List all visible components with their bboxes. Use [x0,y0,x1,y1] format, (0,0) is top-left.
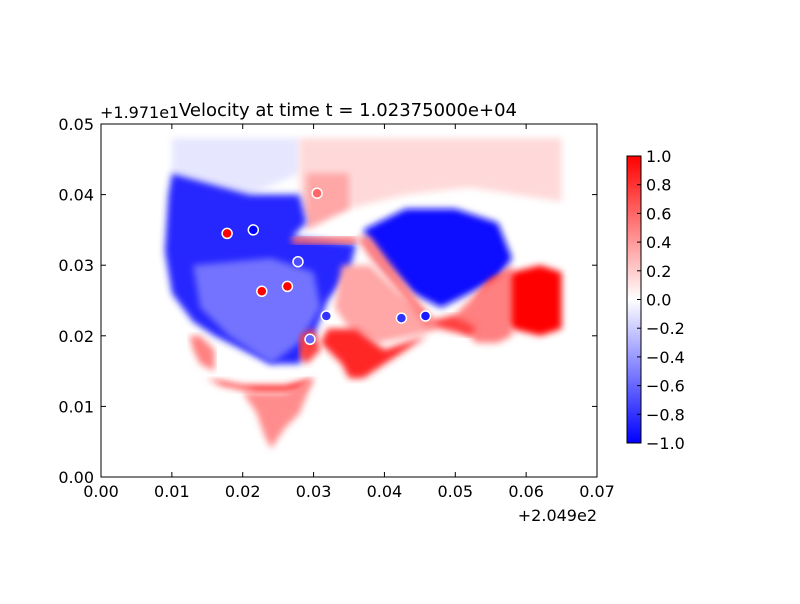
field-region-12 [207,378,314,393]
y-tick-label: 0.00 [58,468,94,487]
colorbar-tick-label: −0.6 [646,377,685,396]
colorbar-tick-label: −1.0 [646,434,685,453]
field-point-4 [311,187,323,199]
y-tick-label: 0.02 [58,327,94,346]
colorbar-tick-label: 0.6 [646,204,671,223]
field-point-3 [247,224,260,236]
colorbar-tick-label: 0.8 [646,176,671,195]
x-tick-label: 0.03 [296,482,332,501]
colorbar-tick-label: −0.8 [646,405,685,424]
colorbar-tick-label: −0.4 [646,348,685,367]
chart-title: Velocity at time t = 1.02375000e+04 [179,100,517,121]
field-point-2 [281,280,294,293]
colorbar-tick-label: 0.2 [646,262,671,281]
field-region-10 [426,314,477,336]
field-region-15 [356,237,434,329]
field-region-7 [320,328,427,379]
x-tick-label: 0.04 [367,482,403,501]
x-tick-label: 0.06 [508,482,544,501]
field-point-0 [221,227,233,240]
field-region-1 [299,138,562,216]
field-point-7 [395,312,408,324]
field-point-6 [320,310,333,322]
field-region-5 [363,208,512,308]
x-offset-label: +2.049e2 [518,506,597,525]
field-point-9 [304,333,316,346]
x-tick-label: 0.05 [437,482,473,501]
colorbar-tick-label: 1.0 [646,147,671,166]
velocity-field [164,138,562,449]
field-point-5 [292,255,304,268]
x-tick-label: 0.07 [579,482,615,501]
field-region-9 [455,265,512,343]
colorbar-tick-label: 0.4 [646,233,671,252]
x-tick-label: 0.02 [225,482,261,501]
y-tick-label: 0.05 [58,115,94,134]
y-tick-label: 0.03 [58,256,94,275]
colorbar-axis: 1.0 0.8 0.6 0.4 0.2 0.0 −0.2 −0.4 −0.6 −0.8 −1.0 [637,147,685,453]
x-tick-label: 0.01 [154,482,190,501]
field-region-6 [334,265,442,343]
plot-frame [100,123,598,478]
field-region-13 [242,378,314,449]
y-tick-label: 0.04 [58,186,94,205]
field-region-11 [189,335,215,372]
colorbar-tick-label: 0.0 [646,291,671,310]
field-point-1 [256,285,268,298]
y-tick-label: 0.01 [58,397,94,416]
y-axis: 0.00 0.01 0.02 0.03 0.04 0.05 [58,115,597,487]
field-region-16 [292,237,357,244]
y-offset-label: +1.971e1 [100,103,179,122]
field-region-0 [171,138,300,195]
colorbar-tick-label: −0.2 [646,319,685,338]
field-point-8 [419,310,432,322]
x-tick-label: 0.00 [83,482,119,501]
x-axis: 0.00 0.01 0.02 0.03 0.04 0.05 0.06 0.07 [83,124,615,501]
